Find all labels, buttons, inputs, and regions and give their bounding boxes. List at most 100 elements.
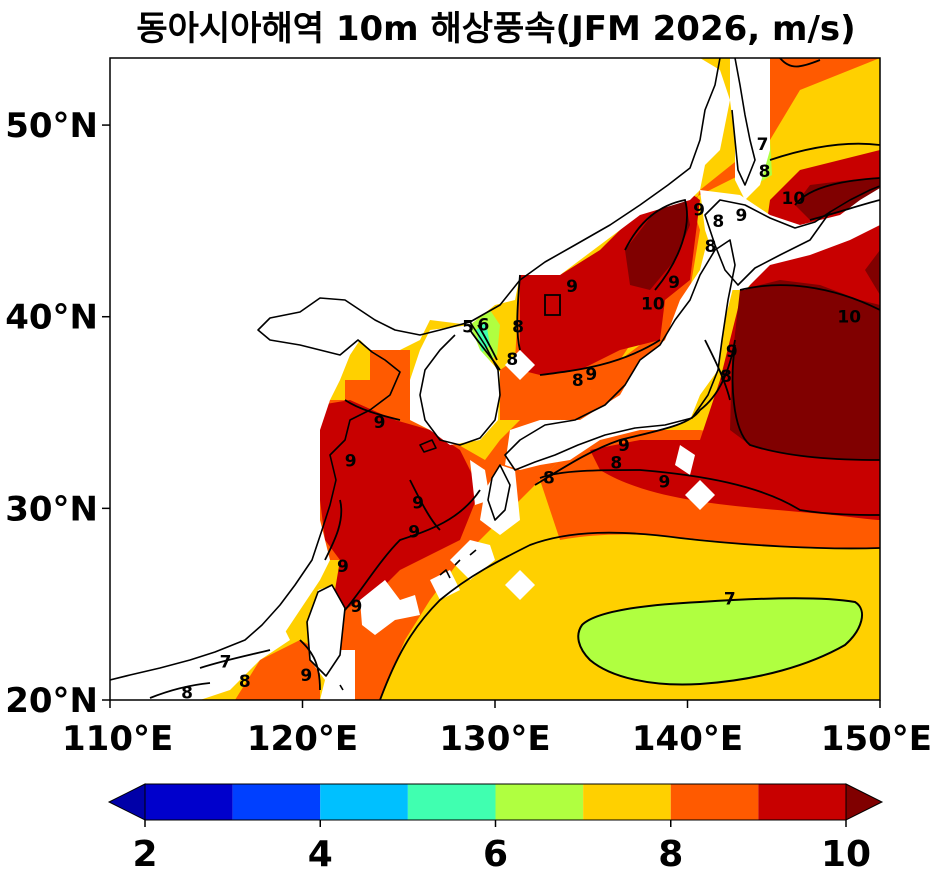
contour-label: 8 <box>705 237 717 257</box>
contour-label: 8 <box>759 162 771 182</box>
coast-china <box>110 297 471 681</box>
contour-10-east <box>731 284 880 461</box>
contour-label: 5 <box>462 317 474 337</box>
lat-tick-label: 50°N <box>5 106 98 146</box>
contour-9-ne <box>769 142 880 161</box>
contour-label: 9 <box>566 277 578 297</box>
coast-taiwan <box>306 584 346 677</box>
lat-tick-label: 40°N <box>5 298 98 338</box>
lon-tick-label: 150°E <box>821 719 932 759</box>
colorbar-tick-label: 4 <box>308 834 333 875</box>
contour-label: 7 <box>757 135 769 155</box>
colorbar-tick-label: 10 <box>821 834 871 875</box>
contour-label: 10 <box>782 189 806 209</box>
coast-kuriles <box>829 185 880 213</box>
contour-japan-east <box>704 339 731 401</box>
contour-label: 9 <box>337 557 349 577</box>
contour-label: 8 <box>712 212 724 232</box>
contour-label: 9 <box>693 200 705 220</box>
contour-label: 8 <box>572 371 584 391</box>
coast-korea <box>419 321 501 446</box>
contour-label: 9 <box>374 413 386 433</box>
lon-tick-label: 120°E <box>247 719 358 759</box>
lat-tick-label: 30°N <box>5 489 98 529</box>
contour-label: 8 <box>239 672 251 692</box>
colorbar-segment <box>320 784 408 820</box>
fill-over-10-east <box>730 280 880 460</box>
colorbar-extend-min <box>107 783 146 821</box>
colorbar-segment <box>232 784 321 820</box>
colorbar-tick-label: 8 <box>658 834 683 875</box>
fill-9-10-ecs <box>320 400 480 610</box>
colorbar: 2 4 6 8 10 <box>107 783 884 875</box>
contour-label: 9 <box>300 666 312 686</box>
coast-sakhalin <box>731 58 756 186</box>
contour-7-sakhalin <box>779 58 821 68</box>
contour-sw <box>149 639 321 699</box>
contour-label: 8 <box>610 453 622 473</box>
contour-label: 7 <box>724 589 736 609</box>
contour-label: 8 <box>181 683 193 703</box>
contour-label: 9 <box>412 494 424 514</box>
colorbar-tick-label: 2 <box>132 834 157 875</box>
contour-label: 8 <box>720 367 732 387</box>
contour-label: 9 <box>618 436 630 456</box>
contour-label: 8 <box>512 317 524 337</box>
lon-tick-label: 130°E <box>439 719 550 759</box>
contour-9-south <box>539 469 880 516</box>
contour-label: 9 <box>585 365 597 385</box>
contour-label: 7 <box>220 653 232 673</box>
contour-9-ecs <box>344 489 481 611</box>
contour-label: 9 <box>735 206 747 226</box>
contour-lines <box>149 58 880 700</box>
colorbar-segment <box>495 784 584 820</box>
lon-tick-label: 140°E <box>632 719 743 759</box>
colorbar-extend-max <box>845 783 884 821</box>
colorbar-tick-label: 6 <box>483 834 508 875</box>
land-mask <box>110 58 880 700</box>
colorbar-segment <box>758 784 846 820</box>
coast-korea-jeju <box>419 439 437 453</box>
contour-label: 9 <box>408 522 420 542</box>
contour-ecs-9 <box>409 479 441 531</box>
contour-label: 9 <box>668 273 680 293</box>
contour-label: 9 <box>726 342 738 362</box>
lat-tick-label: 20°N <box>5 681 98 721</box>
contour-9-sj <box>516 274 661 376</box>
contour-10-ne <box>794 177 880 221</box>
contour-label: 9 <box>350 597 362 617</box>
contour-label: 10 <box>837 308 861 328</box>
colorbar-segment <box>670 784 759 820</box>
colorbar-segment <box>407 784 496 820</box>
colorbar-segment <box>583 784 671 820</box>
coast-kyushu <box>487 464 511 521</box>
contour-label: 8 <box>506 350 518 370</box>
fill-6-7-south <box>577 597 864 686</box>
fill-over-10-sj <box>625 200 690 290</box>
contour-label: 9 <box>658 473 670 493</box>
contour-korea <box>469 324 501 371</box>
colorbar-segment <box>145 784 233 820</box>
lon-tick-label: 110°E <box>62 719 173 759</box>
contour-label: 8 <box>543 469 555 489</box>
fill-over-10-ne2 <box>865 250 880 295</box>
contour-label: 6 <box>478 315 490 335</box>
coast-islands <box>339 549 477 691</box>
lat-axis: 20°N 30°N 40°N 50°N <box>5 106 110 721</box>
coastlines <box>110 58 880 691</box>
fill-5-6-korea <box>476 322 490 352</box>
contour-label: 9 <box>345 451 357 471</box>
contour-label: 10 <box>641 294 665 314</box>
fill-over-10-ne <box>795 178 880 220</box>
coast-japan <box>504 239 736 471</box>
contour-10-sj <box>624 198 688 291</box>
contour-8-south <box>379 531 880 700</box>
contour-10-sj-small <box>544 294 561 316</box>
coast-hokkaido <box>704 199 831 286</box>
contour-ecs-west <box>324 399 401 561</box>
lon-axis: 110°E 120°E 130°E 140°E 150°E <box>62 700 932 759</box>
fill-8-9-sw <box>235 640 320 700</box>
